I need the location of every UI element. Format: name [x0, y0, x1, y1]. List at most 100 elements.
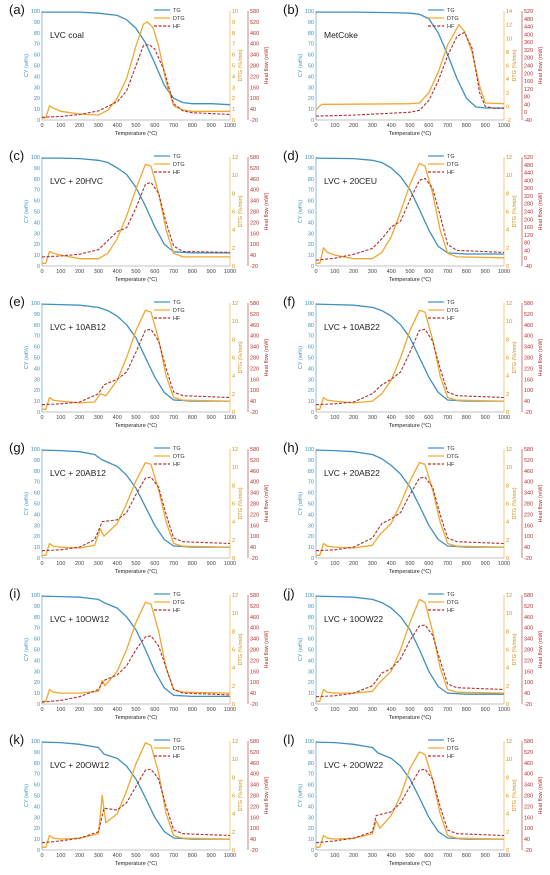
x-axis-label: Temperature (°C)	[115, 277, 157, 283]
y3-tick-label: 580	[250, 301, 259, 307]
x-tick-label: 1000	[224, 853, 236, 859]
y3-tick-label: 580	[524, 301, 533, 307]
x-tick-label: 900	[481, 415, 490, 421]
y2-tick-label: 12	[506, 155, 512, 161]
y3-tick-label: 100	[250, 680, 259, 686]
y1-tick-label: 50	[308, 64, 314, 70]
y2-axis-label: DTG (%/min)	[238, 49, 244, 81]
y3-tick-label: 460	[250, 469, 259, 475]
series-line-hf	[41, 768, 231, 844]
x-tick-label: 500	[405, 123, 414, 129]
y1-axis-label: CY (wt%)	[24, 492, 30, 515]
sample-label: LVC + 10AB12	[50, 322, 106, 332]
y3-tick-label: 100	[250, 388, 259, 394]
y3-tick-label: 340	[250, 637, 259, 643]
y3-tick-label: -20	[524, 848, 532, 854]
series-line-dtg	[42, 461, 231, 556]
y3-tick-label: 280	[524, 202, 533, 208]
x-tick-label: 400	[113, 707, 122, 713]
y3-tick-label: 160	[250, 85, 259, 91]
y3-tick-label: 280	[250, 648, 259, 654]
y1-tick-label: 60	[34, 637, 40, 643]
y1-tick-label: 30	[34, 815, 40, 821]
y1-axis-label: CY (wt%)	[298, 200, 304, 223]
y2-tick-label: 10	[506, 757, 512, 763]
y1-tick-label: 70	[34, 334, 40, 340]
legend-label: DTG	[173, 308, 185, 314]
x-tick-label: 800	[462, 269, 471, 275]
series-line-dtg	[316, 309, 505, 410]
y3-tick-label: 160	[250, 669, 259, 675]
y2-tick-label: 6	[232, 794, 235, 800]
y2-tick-label: 2	[506, 246, 509, 252]
series-line-hf	[41, 44, 231, 118]
x-tick-label: 200	[349, 561, 358, 567]
y1-tick-label: 30	[308, 815, 314, 821]
chart-panel: 0 100 200 300 400 500 600 700 800 900 100001020304…	[283, 294, 544, 429]
y2-tick-label: 4	[506, 374, 509, 380]
y2-tick-label: 4	[506, 77, 509, 83]
legend-label: TG	[173, 300, 181, 306]
sample-label: LVC + 20AB22	[324, 468, 380, 478]
y1-tick-label: 40	[308, 366, 314, 372]
y3-tick-label: 240	[524, 64, 533, 70]
panel-label: (c)	[9, 148, 24, 163]
legend-label: HF	[173, 462, 181, 468]
x-axis-label: Temperature (°C)	[115, 423, 157, 429]
y1-tick-label: 30	[308, 231, 314, 237]
x-axis-label: Temperature (°C)	[389, 569, 431, 575]
y3-tick-label: 40	[250, 545, 256, 551]
y3-axis-label: Heat flow (mW)	[264, 776, 270, 814]
y1-tick-label: 50	[34, 64, 40, 70]
y1-tick-label: 10	[308, 253, 314, 259]
y1-tick-label: 0	[37, 410, 40, 416]
y2-tick-label: 8	[506, 337, 509, 343]
y1-tick-label: 70	[308, 334, 314, 340]
y2-tick-label: 6	[232, 648, 235, 654]
y2-tick-label: 4	[232, 374, 235, 380]
y3-tick-label: 400	[250, 626, 259, 632]
y3-tick-label: 340	[250, 783, 259, 789]
x-tick-label: 400	[113, 853, 122, 859]
y1-axis-label: CY (wt%)	[298, 492, 304, 515]
y2-tick-label: 2	[506, 392, 509, 398]
y2-tick-label: 2	[232, 96, 235, 102]
x-tick-label: 1000	[498, 561, 510, 567]
x-axis-label: Temperature (°C)	[389, 277, 431, 283]
y3-tick-label: 40	[250, 837, 256, 843]
x-tick-label: 400	[387, 269, 396, 275]
y3-tick-label: 40	[524, 102, 530, 108]
x-tick-label: 900	[207, 123, 216, 129]
x-tick-label: 600	[424, 269, 433, 275]
panel-label: (e)	[9, 294, 25, 309]
x-axis-label: Temperature (°C)	[389, 131, 431, 137]
y1-tick-label: 20	[308, 242, 314, 248]
y1-tick-label: 100	[305, 9, 314, 15]
y3-tick-label: 280	[524, 356, 533, 362]
x-axis-label: Temperature (°C)	[389, 861, 431, 867]
y3-tick-label: 460	[524, 761, 533, 767]
y1-tick-label: 40	[34, 366, 40, 372]
y3-tick-label: 460	[524, 469, 533, 475]
x-tick-label: 500	[131, 123, 140, 129]
y3-tick-label: 80	[524, 95, 530, 101]
series-line-dtg	[315, 23, 505, 111]
sample-label: LVC + 20OW22	[324, 760, 383, 770]
y3-tick-label: 520	[524, 458, 533, 464]
y2-tick-label: 10	[232, 611, 238, 617]
y2-tick-label: 0	[232, 264, 235, 270]
chart-panel: 0 100 200 300 400 500 600 700 800 900 100001020304…	[283, 732, 544, 867]
y3-tick-label: 280	[250, 210, 259, 216]
y3-tick-label: 40	[524, 399, 530, 405]
y1-tick-label: 10	[34, 691, 40, 697]
y2-axis-label: DTG (%/min)	[512, 195, 518, 227]
legend-label: TG	[447, 154, 455, 160]
x-tick-label: 700	[169, 269, 178, 275]
y1-tick-label: 60	[308, 491, 314, 497]
x-tick-label: 100	[330, 269, 339, 275]
series-line-hf	[41, 476, 231, 552]
y2-tick-label: 6	[232, 356, 235, 362]
y3-tick-label: 480	[524, 17, 533, 23]
series-line-dtg	[42, 742, 231, 848]
y1-tick-label: 70	[34, 480, 40, 486]
